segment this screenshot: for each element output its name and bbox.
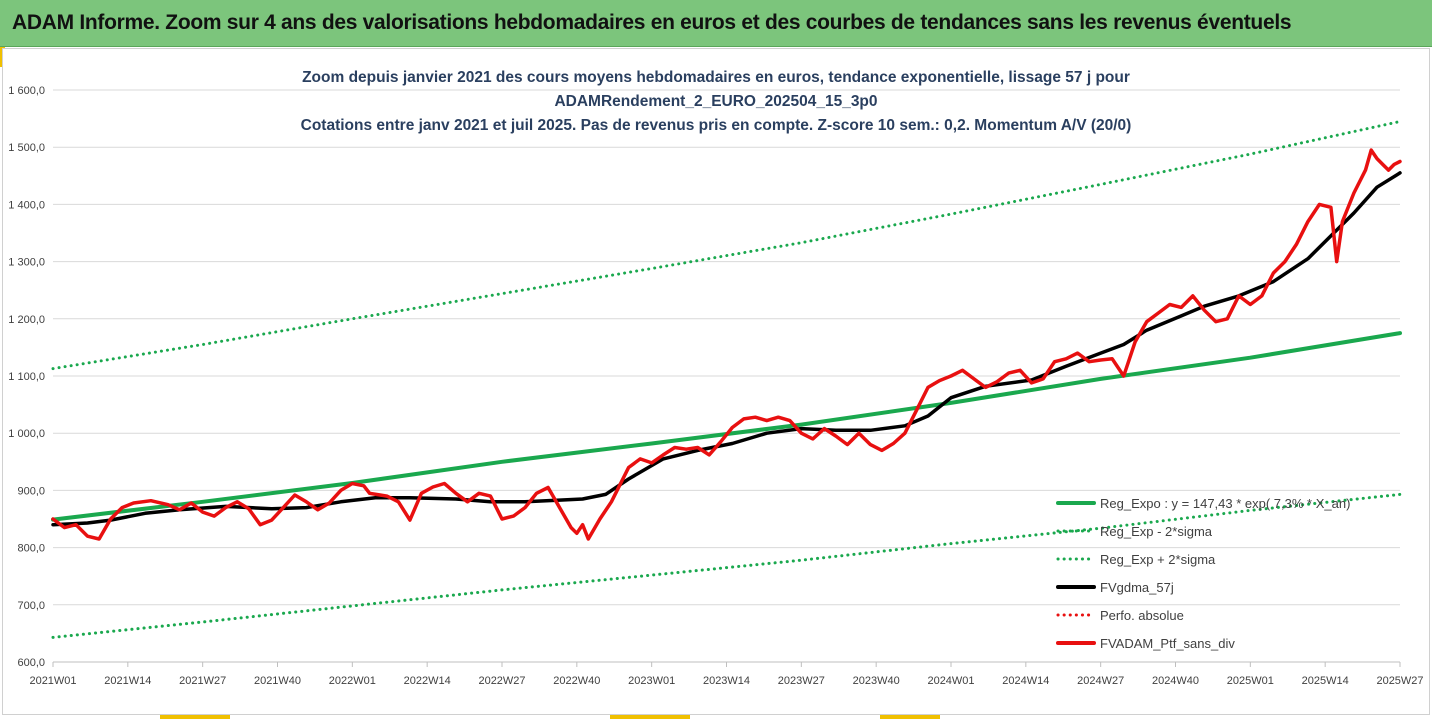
series-line-fvgdma-57j — [51, 171, 1402, 527]
x-tick-label: 2025W14 — [1302, 675, 1349, 687]
x-tick-label: 2024W01 — [927, 675, 974, 687]
grid — [53, 89, 1400, 663]
series-line-reg-expo-y-147-43-exp-7-3-x-an — [51, 331, 1402, 522]
y-tick-label: 700,0 — [17, 600, 45, 612]
x-axis: 2021W01 2021W14 2021W27 2021W40 2022W01 2022W… — [29, 662, 1424, 687]
x-tick-label: 2023W14 — [703, 675, 750, 687]
series-lines — [51, 120, 1402, 639]
chart-title-line: Zoom depuis janvier 2021 des cours moyen… — [302, 69, 1130, 86]
x-tick-label: 2024W40 — [1152, 675, 1199, 687]
x-tick-label: 2021W27 — [179, 675, 226, 687]
y-tick-label: 800,0 — [17, 543, 45, 555]
y-tick-label: 600,0 — [17, 657, 45, 669]
y-tick-label: 1 400,0 — [8, 199, 45, 211]
x-tick-label: 2022W01 — [329, 675, 376, 687]
x-tick-label: 2024W14 — [1002, 675, 1049, 687]
x-tick-label: 2021W14 — [104, 675, 151, 687]
series-line-reg-exp-2-sigma — [51, 492, 1402, 639]
legend: Reg_Expo : y = 147,43 * exp( 7,3% * X_an… — [1056, 496, 1350, 651]
x-tick-label: 2023W40 — [853, 675, 900, 687]
x-tick-label: 2023W01 — [628, 675, 675, 687]
report-title: ADAM Informe. Zoom sur 4 ans des valoris… — [12, 11, 1292, 34]
x-tick-label: 2024W27 — [1077, 675, 1124, 687]
y-tick-label: 900,0 — [17, 485, 45, 497]
report-banner: ADAM Informe. Zoom sur 4 ans des valoris… — [0, 0, 1432, 47]
x-tick-label: 2021W40 — [254, 675, 301, 687]
y-tick-label: 1 600,0 — [8, 85, 45, 97]
series-line-fvadam-ptf-sans-div — [51, 148, 1402, 541]
x-tick-label: 2023W27 — [778, 675, 825, 687]
legend-label: FVgdma_57j — [1100, 580, 1174, 595]
y-tick-label: 1 500,0 — [8, 142, 45, 154]
y-tick-label: 1 200,0 — [8, 314, 45, 326]
legend-label: Reg_Exp - 2*sigma — [1100, 524, 1213, 539]
legend-label: FVADAM_Ptf_sans_div — [1100, 636, 1235, 651]
x-tick-label: 2021W01 — [29, 675, 76, 687]
chart-title-line: ADAMRendement_2_EURO_202504_15_3p0 — [554, 93, 877, 110]
bottom-accent-mid — [610, 714, 690, 719]
y-tick-label: 1 000,0 — [8, 428, 45, 440]
x-tick-label: 2022W14 — [404, 675, 451, 687]
x-tick-label: 2025W01 — [1227, 675, 1274, 687]
legend-label: Perfo. absolue — [1100, 608, 1184, 623]
line-chart: Zoom depuis janvier 2021 des cours moyen… — [8, 69, 1424, 687]
legend-label: Reg_Exp + 2*sigma — [1100, 552, 1216, 567]
y-tick-label: 1 300,0 — [8, 257, 45, 269]
y-tick-label: 1 100,0 — [8, 371, 45, 383]
x-tick-label: 2022W27 — [478, 675, 525, 687]
x-tick-label: 2025W27 — [1376, 675, 1423, 687]
chart-area: Zoom depuis janvier 2021 des cours moyen… — [2, 48, 1430, 715]
series-line-reg-exp-2-sigma — [51, 120, 1402, 371]
bottom-accent-right — [880, 714, 940, 719]
legend-label: Reg_Expo : y = 147,43 * exp( 7,3% * X_an… — [1100, 496, 1350, 511]
chart-title-line: Cotations entre janv 2021 et juil 2025. … — [301, 117, 1132, 134]
x-tick-label: 2022W40 — [553, 675, 600, 687]
chart-title-block: Zoom depuis janvier 2021 des cours moyen… — [301, 69, 1132, 134]
bottom-accent-left — [160, 714, 230, 719]
y-axis: 600,0 700,0 800,0 900,0 1 000,0 1 100,0 1 200,… — [8, 85, 45, 669]
